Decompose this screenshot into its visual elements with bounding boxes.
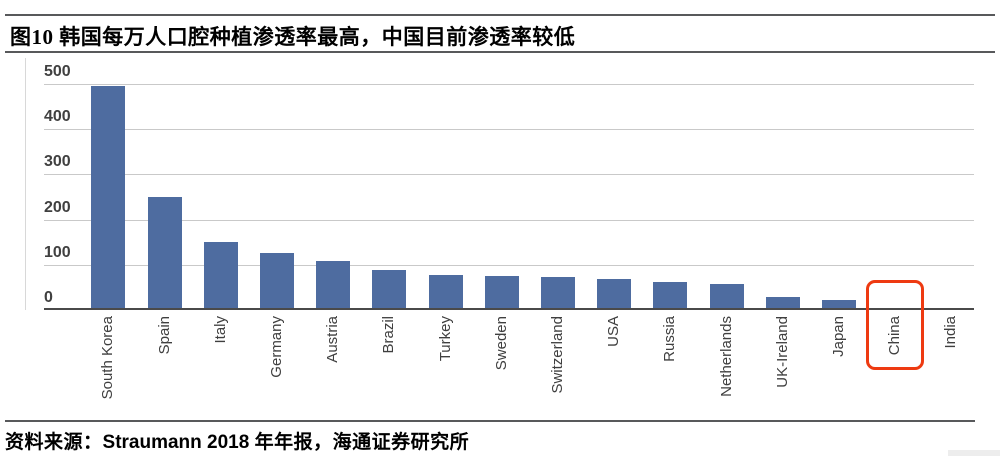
y-tick-0: 0 bbox=[44, 289, 53, 306]
source-latin: Straumann 2018 bbox=[102, 432, 250, 453]
bar-uk-ireland bbox=[766, 297, 800, 310]
x-label-austria: Austria bbox=[324, 316, 341, 363]
gridline-500 bbox=[44, 84, 974, 85]
x-label-italy: Italy bbox=[212, 316, 229, 344]
bar-south-korea bbox=[91, 86, 125, 310]
x-label-uk-ireland: UK-Ireland bbox=[774, 316, 791, 388]
source-prefix: 资料来源： bbox=[5, 432, 103, 453]
bar-switzerland bbox=[541, 277, 575, 310]
y-tick-200: 200 bbox=[44, 199, 71, 216]
x-axis-line bbox=[44, 308, 974, 310]
source-line: 资料来源：Straumann 2018 年年报，海通证券研究所 bbox=[5, 427, 469, 454]
gridline-100 bbox=[44, 265, 974, 266]
x-label-spain: Spain bbox=[156, 316, 173, 355]
figure-title: 图10 韩国每万人口腔种植渗透率最高，中国目前渗透率较低 bbox=[10, 25, 576, 49]
bar-sweden bbox=[485, 276, 519, 310]
highlight-box-china bbox=[866, 280, 924, 370]
y-tick-100: 100 bbox=[44, 244, 71, 261]
y-tick-300: 300 bbox=[44, 153, 71, 170]
x-label-usa: USA bbox=[605, 316, 622, 347]
x-label-brazil: Brazil bbox=[380, 316, 397, 354]
source-suffix: 年年报，海通证券研究所 bbox=[249, 432, 470, 453]
bar-spain bbox=[148, 197, 182, 310]
bar-usa bbox=[597, 279, 631, 310]
x-label-south-korea: South Korea bbox=[99, 316, 116, 400]
y-tick-400: 400 bbox=[44, 108, 71, 125]
x-label-netherlands: Netherlands bbox=[718, 316, 735, 397]
x-label-turkey: Turkey bbox=[437, 316, 454, 362]
x-label-russia: Russia bbox=[661, 316, 678, 362]
bar-austria bbox=[316, 261, 350, 310]
gridline-200 bbox=[44, 220, 974, 221]
corner-artifact bbox=[948, 450, 1000, 456]
x-label-japan: Japan bbox=[830, 316, 847, 357]
bar-japan bbox=[822, 300, 856, 310]
bar-germany bbox=[260, 253, 294, 310]
x-label-sweden: Sweden bbox=[493, 316, 510, 371]
x-label-germany: Germany bbox=[268, 316, 285, 378]
title-divider bbox=[5, 51, 995, 53]
bottom-divider bbox=[5, 420, 975, 422]
bar-russia bbox=[653, 282, 687, 310]
x-label-india: India bbox=[942, 316, 959, 349]
gridline-400 bbox=[44, 129, 974, 130]
bar-netherlands bbox=[710, 284, 744, 310]
gridline-300 bbox=[44, 174, 974, 175]
x-label-switzerland: Switzerland bbox=[549, 316, 566, 394]
bar-italy bbox=[204, 242, 238, 310]
top-divider bbox=[5, 14, 995, 16]
bar-brazil bbox=[372, 270, 406, 310]
y-tick-500: 500 bbox=[44, 63, 71, 80]
bar-turkey bbox=[429, 275, 463, 310]
plot-left-edge bbox=[25, 58, 26, 310]
